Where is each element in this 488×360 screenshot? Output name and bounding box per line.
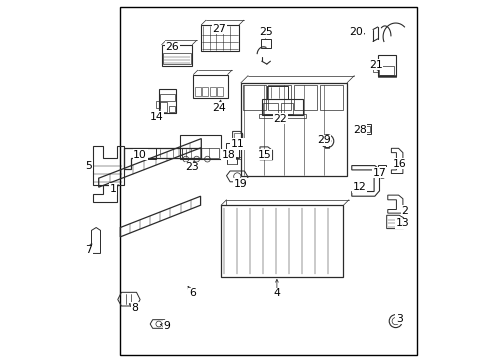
Text: 23: 23	[185, 162, 199, 172]
Text: 1: 1	[109, 184, 116, 194]
Bar	[280, 103, 292, 114]
Bar	[319, 85, 342, 110]
Text: 14: 14	[149, 112, 163, 122]
Bar	[120, 7, 416, 355]
Bar	[377, 55, 395, 76]
Bar	[156, 101, 160, 108]
Text: 26: 26	[165, 42, 179, 52]
Text: 16: 16	[392, 159, 406, 169]
Bar	[325, 142, 329, 148]
Bar	[142, 148, 155, 159]
Text: 3: 3	[395, 314, 402, 324]
Text: 4: 4	[273, 288, 280, 298]
Bar	[263, 103, 277, 114]
Bar	[202, 87, 208, 96]
Bar	[268, 85, 291, 110]
Text: 7: 7	[85, 245, 92, 255]
Text: 22: 22	[273, 114, 287, 124]
Text: 15: 15	[257, 150, 271, 160]
Text: 17: 17	[372, 168, 386, 178]
Bar	[266, 86, 288, 99]
Bar	[241, 83, 346, 176]
Bar	[377, 75, 395, 77]
Bar	[293, 85, 316, 110]
Bar	[373, 66, 378, 72]
Bar	[162, 45, 192, 66]
Bar	[360, 124, 370, 134]
Bar	[160, 94, 175, 101]
Bar	[233, 133, 241, 140]
Bar	[194, 87, 200, 96]
Bar	[168, 106, 175, 112]
Text: 19: 19	[234, 179, 247, 189]
Bar	[225, 143, 239, 158]
Text: 29: 29	[316, 135, 330, 145]
Text: 27: 27	[212, 24, 226, 34]
Bar	[361, 126, 369, 132]
Bar	[163, 53, 190, 64]
Bar	[261, 99, 303, 115]
Text: 21: 21	[368, 60, 382, 70]
Bar	[227, 157, 237, 164]
Text: 10: 10	[133, 150, 147, 160]
Text: 5: 5	[85, 161, 92, 171]
Text: 6: 6	[188, 288, 195, 298]
Bar	[160, 102, 167, 112]
Text: 8: 8	[131, 303, 138, 313]
Text: 2: 2	[401, 206, 407, 216]
Bar	[179, 135, 221, 159]
Bar	[221, 205, 343, 277]
Text: 18: 18	[221, 150, 235, 160]
Text: 11: 11	[230, 139, 244, 149]
Text: 25: 25	[259, 27, 272, 37]
Bar	[242, 85, 265, 110]
Text: 28: 28	[352, 125, 366, 135]
Bar	[378, 165, 386, 176]
Text: 9: 9	[163, 321, 170, 331]
Text: 20: 20	[348, 27, 362, 37]
Bar	[201, 25, 239, 51]
Text: 12: 12	[352, 182, 366, 192]
Bar	[159, 89, 176, 113]
Text: 13: 13	[395, 218, 409, 228]
Bar	[181, 148, 219, 158]
Bar	[193, 75, 227, 98]
Bar	[261, 39, 271, 48]
Bar	[209, 87, 215, 96]
Bar	[217, 87, 223, 96]
Bar	[258, 114, 305, 118]
Bar	[378, 66, 393, 75]
Text: 24: 24	[212, 103, 226, 113]
